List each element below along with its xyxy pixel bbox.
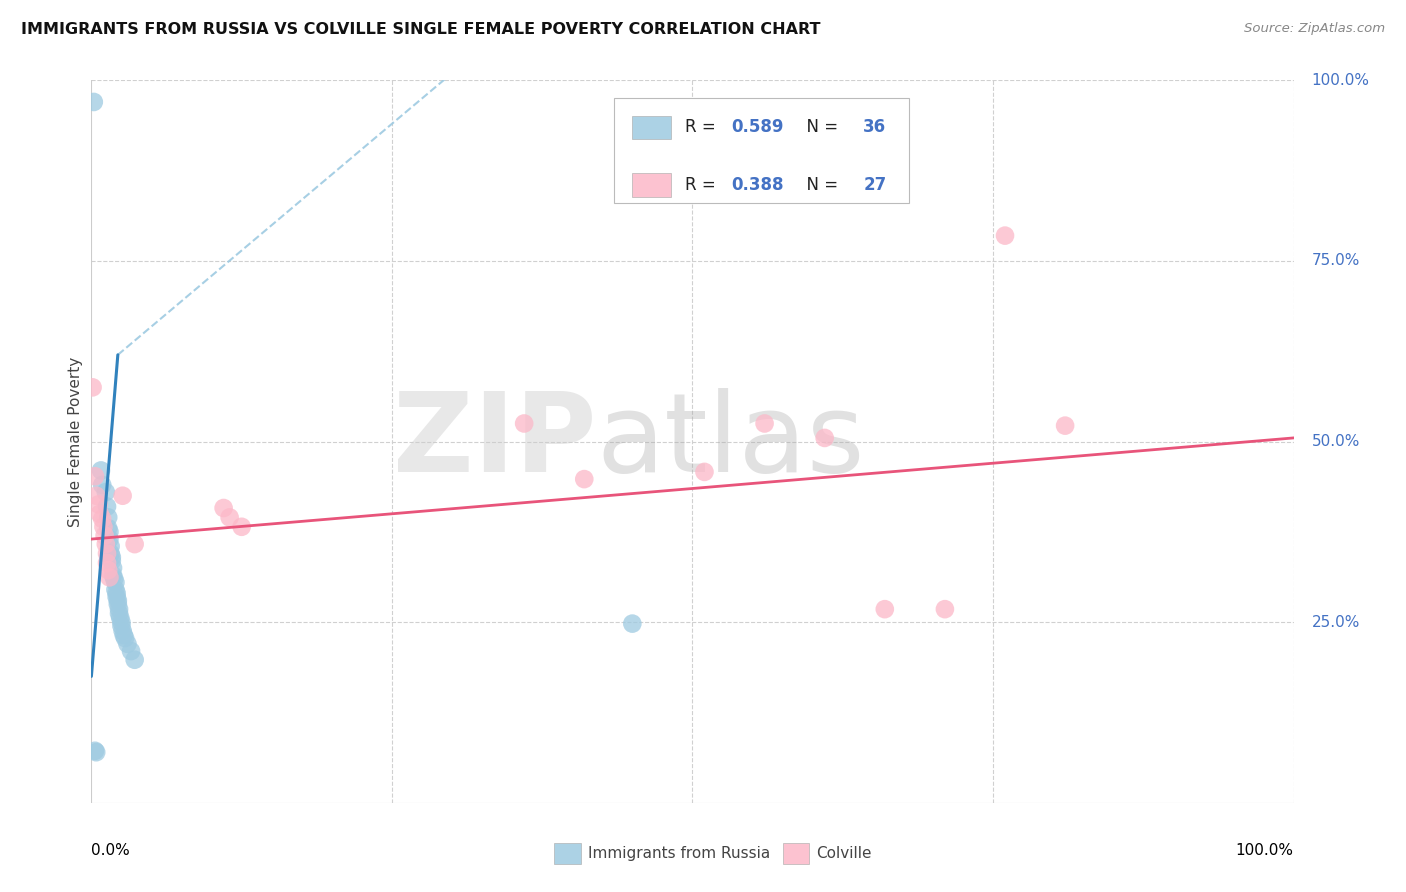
Point [110,615,132,630]
FancyBboxPatch shape [554,843,581,864]
Point [513,417,536,431]
Point [104,582,127,597]
Point [107,593,129,607]
Point [212,501,235,516]
Point [111,624,134,638]
Point [103,572,125,586]
Point [96,556,118,570]
Point [96,500,118,514]
Text: 50.0%: 50.0% [1312,434,1360,449]
Point [120,644,142,658]
FancyBboxPatch shape [783,843,808,864]
Point [94,537,117,551]
Point [82,380,104,394]
Point [231,520,253,534]
Point [91,512,114,526]
Point [873,602,896,616]
Point [97,563,120,577]
Text: atlas: atlas [596,388,865,495]
Point [97,521,120,535]
Point [101,561,124,575]
Point [814,431,837,445]
Text: Immigrants from Russia: Immigrants from Russia [588,846,770,861]
Point [98,524,121,539]
Point [112,628,135,642]
Text: 36: 36 [863,119,886,136]
Point [105,590,128,604]
Point [94,485,117,500]
Point [101,568,124,582]
Text: 100.0%: 100.0% [1312,73,1369,87]
Text: IMMIGRANTS FROM RUSSIA VS COLVILLE SINGLE FEMALE POVERTY CORRELATION CHART: IMMIGRANTS FROM RUSSIA VS COLVILLE SINGL… [21,22,821,37]
Point [104,575,127,590]
Point [87,497,110,511]
Text: R =: R = [685,176,721,194]
Point [114,631,136,645]
Point [107,597,129,611]
FancyBboxPatch shape [633,173,671,196]
FancyBboxPatch shape [633,116,671,139]
Point [98,570,121,584]
Point [108,607,131,621]
Point [621,616,644,631]
Point [1054,418,1077,433]
Text: Source: ZipAtlas.com: Source: ZipAtlas.com [1244,22,1385,36]
Point [96,547,118,561]
Text: 0.388: 0.388 [731,176,783,194]
Point [994,228,1017,243]
Point [93,528,115,542]
Text: 25.0%: 25.0% [1312,615,1360,630]
Point [124,653,146,667]
Text: 100.0%: 100.0% [1236,843,1294,857]
Point [97,510,120,524]
Point [101,550,124,565]
Point [90,463,112,477]
Point [83,95,105,109]
Text: 27: 27 [863,176,886,194]
Point [105,586,128,600]
Point [108,602,131,616]
Point [91,478,114,492]
Point [93,520,115,534]
Point [101,554,124,568]
Text: Colville: Colville [817,846,872,861]
Point [124,537,146,551]
Point [110,619,132,633]
Point [100,539,122,553]
Point [111,489,134,503]
Point [84,489,107,503]
Y-axis label: Single Female Poverty: Single Female Poverty [67,357,83,526]
Point [84,745,107,759]
Text: 75.0%: 75.0% [1312,253,1360,268]
Point [110,611,132,625]
Point [934,602,956,616]
Text: R =: R = [685,119,721,136]
Point [98,532,121,546]
Point [754,417,776,431]
Point [218,510,240,524]
FancyBboxPatch shape [614,98,908,203]
Text: 0.589: 0.589 [731,119,783,136]
Point [84,744,107,758]
Point [117,637,139,651]
Point [84,469,107,483]
Text: N =: N = [796,119,844,136]
Text: 0.0%: 0.0% [91,843,131,857]
Point [574,472,596,486]
Point [89,507,111,521]
Text: ZIP: ZIP [392,388,596,495]
Point [693,465,716,479]
Point [100,547,122,561]
Text: N =: N = [796,176,844,194]
